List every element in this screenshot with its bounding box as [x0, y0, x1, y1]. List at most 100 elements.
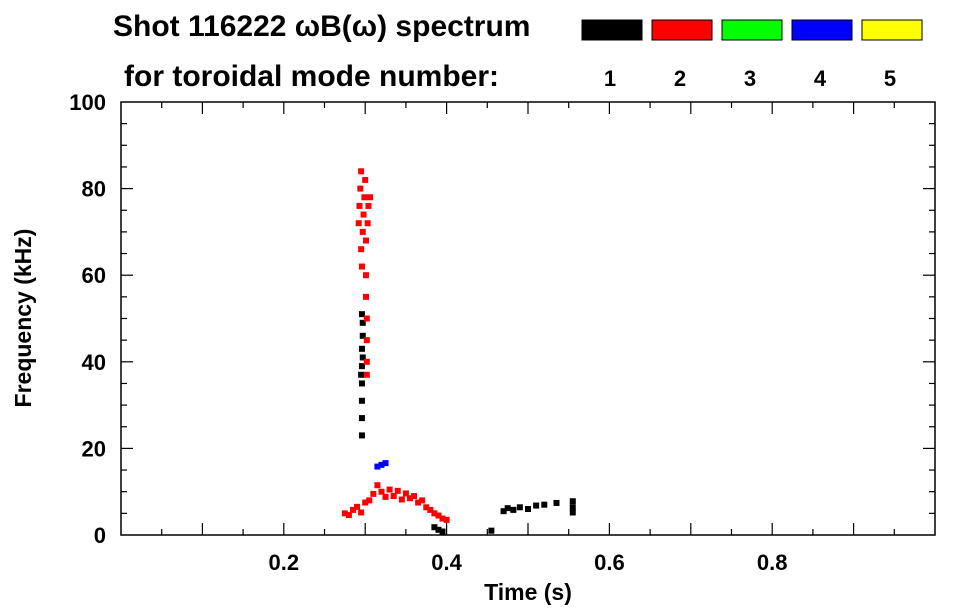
x-tick-label: 0.6: [594, 550, 625, 575]
mode-2-point: [398, 496, 405, 503]
mode-2-point: [390, 493, 397, 500]
mode-2-point: [431, 510, 438, 517]
mode-2-point: [362, 499, 369, 506]
y-axis-label: Frequency (kHz): [10, 229, 36, 408]
legend-label-4: 4: [814, 66, 827, 91]
mode-2-point: [439, 515, 446, 522]
mode-2-point: [357, 185, 364, 192]
mode-2-point: [435, 512, 442, 519]
mode-1-point: [358, 432, 365, 439]
mode-1-point: [358, 311, 365, 318]
mode-4-point: [382, 460, 389, 467]
mode-2-point: [411, 493, 418, 500]
legend-label-3: 3: [744, 66, 756, 91]
mode-2-point: [370, 490, 377, 497]
mode-2-point: [363, 293, 370, 300]
mode-2-point: [423, 504, 430, 511]
legend-swatch-2: [651, 19, 713, 41]
plot-frame: [120, 101, 936, 536]
y-tick-label: 0: [94, 523, 106, 548]
mode-1-point: [569, 509, 576, 516]
mode-1-point: [358, 371, 365, 378]
mode-2-point: [349, 506, 356, 513]
legend-label-2: 2: [674, 66, 686, 91]
mode-1-point: [359, 319, 366, 326]
x-axis-label: Time (s): [484, 579, 572, 605]
chart-title-line1: Shot 116222 ωB(ω) spectrum: [113, 10, 530, 43]
x-tick-label: 0.2: [269, 550, 300, 575]
mode-1-point: [358, 380, 365, 387]
mode-1-point: [358, 363, 365, 370]
chart-title-line2: for toroidal mode number:: [124, 60, 499, 93]
mode-2-point: [419, 497, 426, 504]
mode-1-point: [358, 415, 365, 422]
mode-2-point: [378, 488, 385, 495]
mode-1-point: [541, 501, 548, 508]
mode-1-point: [488, 527, 495, 534]
mode-2-point: [363, 337, 370, 344]
legend-swatch-4: [791, 19, 853, 41]
mode-1-point: [569, 498, 576, 505]
mode-2-point: [358, 168, 365, 175]
x-tick-label: 0.4: [431, 550, 462, 575]
mode-2-point: [359, 228, 366, 235]
mode-2-point: [355, 220, 362, 227]
mode-1-point: [504, 505, 511, 512]
mode-2-point: [363, 237, 370, 244]
mode-2-point: [363, 272, 370, 279]
mode-2-point: [358, 509, 365, 516]
mode-4-point: [378, 461, 385, 468]
mode-2-point: [366, 497, 373, 504]
mode-1-point: [533, 502, 540, 509]
legend-swatch-1: [581, 19, 643, 41]
y-tick-label: 100: [69, 90, 106, 115]
mode-1-point: [359, 332, 366, 339]
mode-1-point: [358, 397, 365, 404]
y-tick-label: 20: [82, 436, 106, 461]
mode-1-point: [553, 499, 560, 506]
mode-2-point: [362, 176, 369, 183]
mode-2-point: [363, 371, 370, 378]
mode-2-point: [363, 358, 370, 365]
mode-1-point: [510, 506, 517, 513]
mode-2-point: [363, 315, 370, 322]
mode-2-point: [415, 499, 422, 506]
mode-2-point: [356, 202, 363, 209]
mode-1-point: [439, 528, 446, 535]
mode-2-point: [360, 211, 367, 218]
mode-2-point: [427, 506, 434, 513]
axis-ticks: 0.2 0.4 0.6 0.8 0 20 40 60 80 100: [69, 90, 935, 575]
mode-1-point: [359, 354, 366, 361]
legend-label-5: 5: [884, 66, 896, 91]
mode-2-point: [365, 202, 372, 209]
y-tick-label: 40: [82, 350, 106, 375]
y-tick-label: 60: [82, 263, 106, 288]
y-tick-label: 80: [82, 177, 106, 202]
mode-1-point: [435, 526, 442, 533]
mode-1-point: [525, 506, 531, 513]
mode-2-point: [443, 516, 450, 523]
mode-4-point: [374, 463, 381, 470]
mode-2-point: [394, 487, 401, 494]
mode-2-point: [364, 220, 371, 227]
mode-2-point: [341, 510, 348, 517]
legend-swatch-5: [861, 19, 923, 41]
mode-1-point: [500, 508, 507, 515]
mode-1-point: [358, 345, 365, 352]
data-marks: [341, 168, 576, 535]
mode-1-point: [431, 524, 438, 531]
mode-2-point: [361, 194, 368, 201]
mode-2-point: [374, 482, 381, 489]
x-tick-label: 0.8: [757, 550, 788, 575]
mode-2-point: [402, 490, 409, 497]
mode-2-point: [406, 495, 413, 502]
legend-swatch-3: [721, 19, 783, 41]
mode-2-point: [358, 263, 365, 270]
mode-2-point: [354, 503, 361, 510]
mode-2-point: [345, 512, 352, 519]
legend-label-1: 1: [604, 66, 616, 91]
mode-2-point: [358, 246, 365, 253]
mode-2-point: [386, 486, 393, 493]
mode-1-point: [569, 504, 576, 511]
